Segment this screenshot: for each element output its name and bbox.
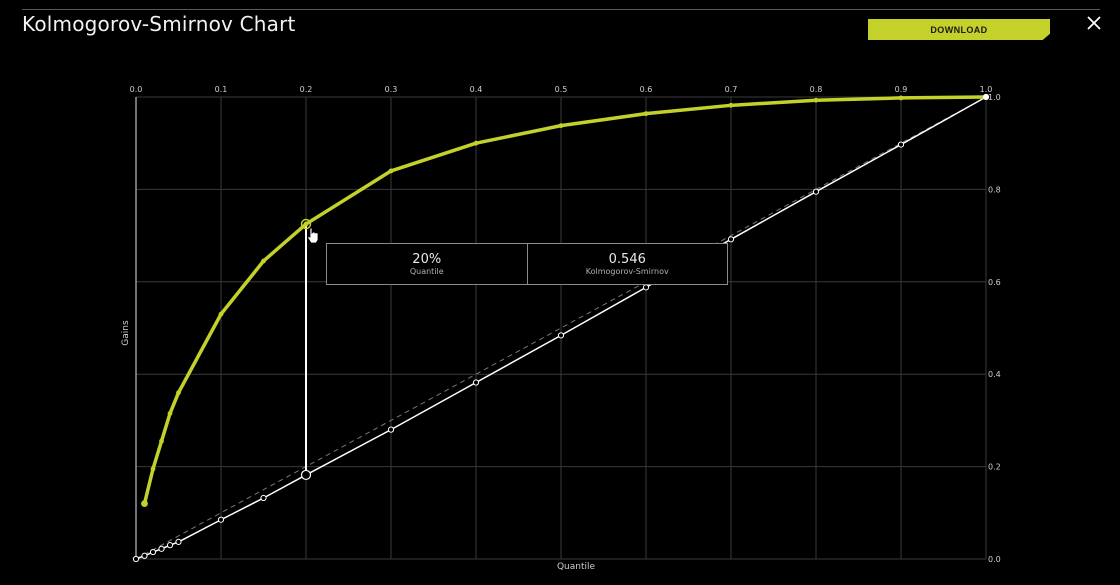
baseline-point <box>141 552 148 559</box>
gains-point <box>218 311 224 317</box>
x-tick-label: 0.2 <box>300 85 313 94</box>
x-tick-label: 0.1 <box>215 85 228 94</box>
highlight-gains-point <box>300 218 312 230</box>
gains-point <box>813 97 819 103</box>
tooltip-quantile: 20% Quantile <box>327 244 527 284</box>
baseline-point <box>387 426 395 433</box>
ks-tooltip: 20% Quantile 0.546 Kolmogorov-Smirnov <box>326 243 728 285</box>
baseline-point <box>812 188 820 195</box>
close-icon[interactable] <box>1084 13 1104 33</box>
x-axis-label: Quantile <box>557 562 596 572</box>
gains-point <box>728 102 734 108</box>
baseline-point <box>642 284 650 291</box>
y-tick-label: 0.4 <box>988 370 1001 379</box>
download-button[interactable]: DOWNLOAD <box>868 19 1050 40</box>
x-tick-label: 0.0 <box>130 85 143 94</box>
x-tick-label: 0.8 <box>810 85 823 94</box>
baseline-point <box>166 542 174 549</box>
baseline-point <box>149 548 157 556</box>
highlight-baseline-point <box>300 469 312 481</box>
y-tick-label: 0.6 <box>988 278 1001 287</box>
gains-point <box>558 123 564 129</box>
tooltip-quantile-label: Quantile <box>409 266 444 276</box>
end-point <box>983 94 989 100</box>
x-tick-label: 0.7 <box>725 85 738 94</box>
baseline-point <box>727 236 735 243</box>
chart-ticks: 0.0 0.1 0.2 0.3 0.4 0.5 0.6 0.7 0.8 0.9 1.0 0.0 0.2 0… <box>130 85 1001 564</box>
baseline-point <box>158 545 165 552</box>
y-tick-label: 0.2 <box>988 463 1001 472</box>
tooltip-ks-label: Kolmogorov-Smirnov <box>585 266 669 276</box>
y-tick-label: 0.0 <box>988 555 1001 564</box>
gains-point <box>473 140 479 146</box>
y-axis-label: Gains <box>121 320 131 346</box>
gains-point <box>303 221 309 227</box>
baseline-point <box>260 494 267 502</box>
chart-marks <box>132 93 990 563</box>
tooltip-quantile-value: 20% <box>412 251 442 267</box>
x-tick-label: 0.6 <box>640 85 653 94</box>
gains-point <box>643 111 649 117</box>
y-tick-label: 1.0 <box>988 93 1001 102</box>
first-gains-point <box>141 500 148 507</box>
gains-point <box>167 411 173 416</box>
gains-point <box>388 168 394 174</box>
baseline-point <box>217 516 225 523</box>
gains-point <box>898 95 904 101</box>
baseline-point <box>132 555 140 563</box>
gains-point <box>150 466 156 472</box>
y-tick-label: 0.8 <box>988 185 1001 194</box>
hand-pointer-shape <box>307 227 319 244</box>
x-tick-label: 1.0 <box>980 85 993 94</box>
x-tick-label: 0.5 <box>555 85 568 94</box>
tooltip-ks-value: 0.546 <box>608 251 646 267</box>
x-tick-label: 0.4 <box>470 85 483 94</box>
x-tick-label: 0.9 <box>895 85 908 94</box>
baseline-point <box>472 379 480 386</box>
baseline-point <box>175 538 182 546</box>
page-title: Kolmogorov-Smirnov Chart <box>22 12 296 36</box>
tooltip-ks: 0.546 Kolmogorov-Smirnov <box>526 244 728 284</box>
baseline-point <box>897 141 905 148</box>
gains-point <box>176 390 181 396</box>
x-tick-label: 0.3 <box>385 85 398 94</box>
header-divider <box>22 9 1100 10</box>
gains-series-line <box>142 95 987 504</box>
baseline-point <box>557 332 565 339</box>
gains-point <box>142 501 147 506</box>
gains-point <box>261 258 266 264</box>
hand-pointer-icon <box>307 227 319 244</box>
gains-point <box>159 438 164 444</box>
